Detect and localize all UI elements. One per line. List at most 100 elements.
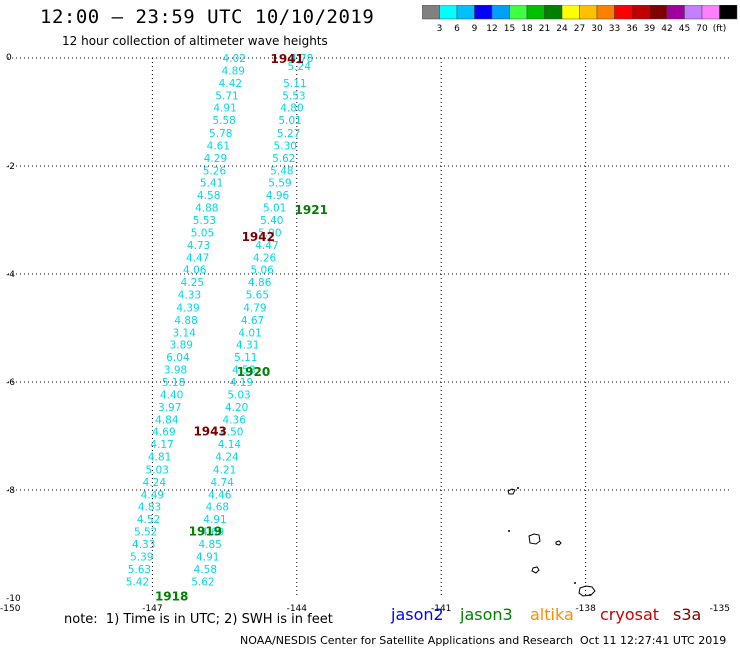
color-scale-tick-label: 39 <box>644 24 656 34</box>
wave-height-value: 5.24 <box>288 61 312 73</box>
wave-height-value: 4.33 <box>132 539 155 551</box>
wave-height-value: 5.11 <box>283 78 306 90</box>
wave-height-value: 4.88 <box>195 203 218 215</box>
wave-height-value: 5.01 <box>278 115 301 127</box>
page-title: 12:00 – 23:59 UTC 10/10/2019 <box>40 6 375 28</box>
wave-height-value: 4.24 <box>143 477 167 489</box>
color-scale-tick-label: 6 <box>454 24 460 34</box>
wave-height-value: 4.58 <box>194 564 217 576</box>
color-scale-legend: 3 6 9 12 15 18 21 24 27 30 33 36 39 42 45 70 (ft) <box>422 5 738 34</box>
wave-height-value: 5.59 <box>268 178 291 190</box>
longitude-tick-label: -138 <box>575 604 596 612</box>
wave-height-value: 4.20 <box>225 402 248 414</box>
wave-height-value: 5.53 <box>193 215 216 227</box>
latitude-tick-label: -4 <box>6 270 15 280</box>
wave-height-value: 4.42 <box>219 78 242 90</box>
wave-height-value: 4.29 <box>204 153 227 165</box>
latitude-tick-label: -6 <box>6 378 15 388</box>
wave-height-value: 4.21 <box>213 464 236 476</box>
island-dot <box>589 594 591 596</box>
color-scale-tick-label: 42 <box>661 24 672 34</box>
color-scale-tick-label: 30 <box>591 24 603 34</box>
color-swatch <box>719 5 738 20</box>
island-dot <box>508 530 510 532</box>
latitude-tick-label: 0 <box>6 53 12 63</box>
island-outline <box>578 585 596 597</box>
wave-height-value: 5.90 <box>258 227 281 239</box>
wave-height-value: 4.83 <box>138 502 161 514</box>
wave-height-value: 5.03 <box>146 464 169 476</box>
wave-height-map: 0 -2 -4 -6 -8 -10-150 -147 -144 -141 -138 -135 4.02… <box>0 52 730 612</box>
color-scale-tick-label: 33 <box>609 24 620 34</box>
pass-time-label: 1943 <box>193 425 226 439</box>
wave-height-value: 4.61 <box>207 140 230 152</box>
satellite-s3a: s3a <box>673 605 702 624</box>
wave-height-value: 4.58 <box>232 365 255 377</box>
wave-height-value: 4.69 <box>152 427 175 439</box>
wave-height-value: 5.18 <box>162 377 185 389</box>
island-outline <box>531 566 540 574</box>
longitude-tick-label: -141 <box>431 604 451 612</box>
color-scale-tick-label: 12 <box>486 24 497 34</box>
wave-height-value: 4.26 <box>253 252 277 264</box>
wave-height-value: 4.79 <box>243 302 266 314</box>
wave-height-value: 5.03 <box>227 389 250 401</box>
wave-height-value: 4.85 <box>198 539 221 551</box>
island-outline <box>555 540 562 546</box>
wave-height-value: 6.04 <box>166 352 190 364</box>
longitude-tick-label: -135 <box>710 604 730 612</box>
latitude-tick-label: -2 <box>6 162 15 172</box>
longitude-tick-label: -147 <box>142 604 162 612</box>
wave-height-value: 4.50 <box>220 427 243 439</box>
wave-height-value: 4.33 <box>178 290 201 302</box>
wave-height-value: 4.91 <box>196 551 219 563</box>
island-outline <box>528 533 541 545</box>
footer-note: note: 1) Time is in UTC; 2) SWH is in fe… <box>64 612 333 627</box>
wave-height-value: 5.62 <box>191 576 214 588</box>
wave-height-value: 4.36 <box>223 414 247 426</box>
wave-height-value: 4.25 <box>181 277 204 289</box>
wave-height-value: 4.52 <box>137 514 160 526</box>
wave-height-value: 4.47 <box>255 240 278 252</box>
wave-height-value: 5.11 <box>234 352 257 364</box>
credit-text: NOAA/NESDIS Center for Satellite Applica… <box>240 634 574 647</box>
island-dot <box>574 582 576 584</box>
wave-height-value: 5.52 <box>134 527 157 539</box>
wave-height-value: 3.97 <box>158 402 181 414</box>
longitude-tick-label: -144 <box>287 604 308 612</box>
wave-height-value: 5.63 <box>128 564 151 576</box>
wave-height-value: 4.91 <box>203 514 226 526</box>
wave-height-value: 5.48 <box>270 165 293 177</box>
latitude-tick-label: -8 <box>6 486 15 496</box>
wave-height-value: 4.81 <box>148 452 171 464</box>
wave-height-value: 4.39 <box>176 302 199 314</box>
wave-height-value: 4.40 <box>160 389 183 401</box>
wave-height-value: 4.88 <box>174 315 197 327</box>
color-scale-tick-label: 3 <box>437 24 443 34</box>
wave-height-value: 4.14 <box>218 439 242 451</box>
wave-height-value: 4.89 <box>222 65 245 77</box>
wave-height-value: 5.27 <box>277 128 300 140</box>
color-scale-tick-label: 15 <box>504 24 515 34</box>
wave-height-value: 5.78 <box>209 128 232 140</box>
wave-height-value: 4.78 <box>290 53 313 65</box>
pass-time-label: 1941 <box>270 52 303 66</box>
wave-height-value: 5.01 <box>263 203 286 215</box>
color-scale-tick-label: 24 <box>556 24 568 34</box>
wave-height-value: 4.47 <box>186 252 209 264</box>
wave-height-value: 4.69 <box>201 527 224 539</box>
wave-height-value: 5.42 <box>126 576 149 588</box>
color-scale-tick-label: 9 <box>472 24 478 34</box>
wave-height-value: 4.58 <box>197 190 220 202</box>
wave-height-value: 3.89 <box>170 340 193 352</box>
wave-height-value: 5.26 <box>203 165 227 177</box>
wave-height-value: 4.74 <box>210 477 234 489</box>
island-dot <box>517 487 519 489</box>
wave-height-value: 3.14 <box>172 327 196 339</box>
wave-height-value: 4.19 <box>230 377 253 389</box>
wave-height-value: 5.39 <box>130 551 153 563</box>
wave-height-value: 5.40 <box>260 215 283 227</box>
pass-time-label: 1921 <box>295 203 328 217</box>
wave-height-value: 5.53 <box>282 90 305 102</box>
wave-height-value: 3.98 <box>164 365 187 377</box>
